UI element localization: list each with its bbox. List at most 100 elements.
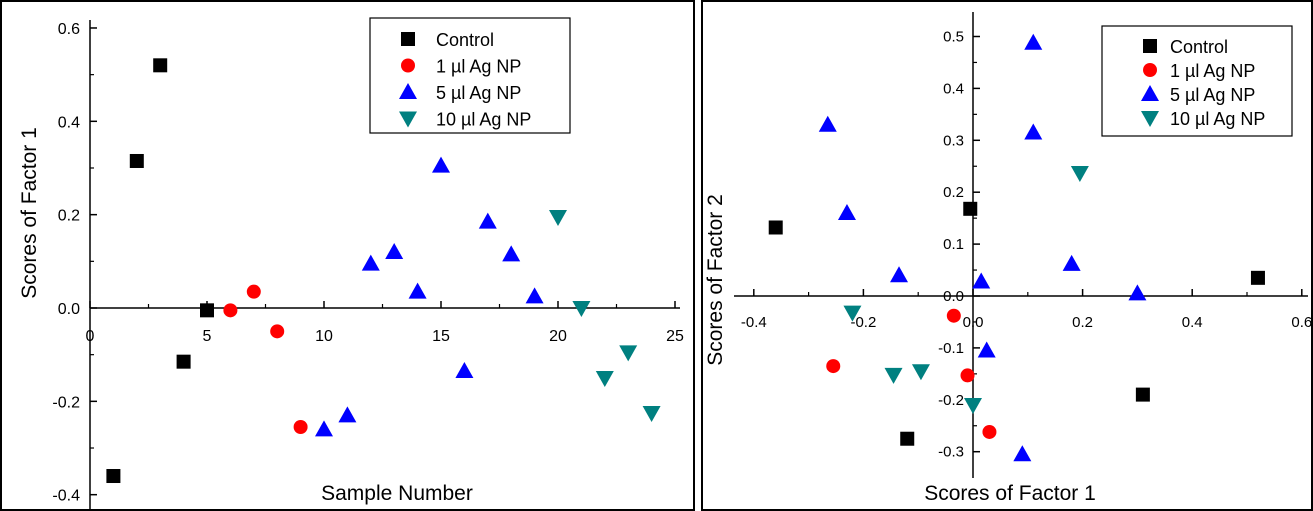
chart0-x-tick-label: 0 xyxy=(86,328,95,345)
chart1-legend-label: 5 µl Ag NP xyxy=(1170,85,1255,105)
chart1-point xyxy=(884,367,903,384)
chart1-series-0 xyxy=(768,201,1265,446)
chart1-y-tick-label: 0.1 xyxy=(943,236,964,253)
chart0-y-tick-label: 0.0 xyxy=(58,301,80,318)
chart0-x-tick-label: 25 xyxy=(666,328,684,345)
chart1-series-3 xyxy=(843,165,1089,414)
chart0-series-0 xyxy=(106,58,214,484)
chart1-point xyxy=(946,308,961,323)
chart1-point xyxy=(911,364,930,381)
chart0-point xyxy=(525,287,544,304)
chart0-legend-label: 10 µl Ag NP xyxy=(436,110,531,130)
chart1-y-tick-label: 0.2 xyxy=(943,184,964,201)
chart1-y-tick-label: -0.1 xyxy=(938,340,964,357)
chart0-point xyxy=(432,156,450,173)
chart0-y-tick-label: 0.2 xyxy=(58,208,80,225)
chart0-point xyxy=(338,406,357,423)
chart1-point xyxy=(1250,270,1265,285)
chart1-x-tick-label: 0.4 xyxy=(1182,314,1203,331)
chart1-point xyxy=(768,220,783,235)
chart1-y-tick-label: -0.2 xyxy=(938,392,964,409)
chart0-legend-label: Control xyxy=(436,30,494,50)
chart1-y-tick-label: 0.3 xyxy=(943,132,964,149)
chart0-x-tick-label: 15 xyxy=(432,328,450,345)
chart1-y-tick-label: -0.3 xyxy=(938,444,964,461)
chart1-point xyxy=(963,201,978,216)
chart0-series-3 xyxy=(549,209,661,423)
chart1-legend-marker xyxy=(1141,85,1159,101)
chart1-point xyxy=(900,431,915,446)
chart1-x-tick-label: 0.2 xyxy=(1072,314,1093,331)
chart0-point xyxy=(176,354,191,369)
chart1-x-tick-label: -0.2 xyxy=(850,314,876,331)
chart0-x-axis-label: Sample Number xyxy=(321,482,473,505)
chart0-point xyxy=(502,245,521,262)
chart1-y-axis-label: Scores of Factor 2 xyxy=(704,194,727,366)
chart1-legend: Control 1 µl Ag NP 5 µl Ag NP 10 µl Ag NP xyxy=(1101,25,1293,137)
chart0-point xyxy=(223,303,238,318)
factor2-vs-factor1-chart: Scores of Factor 1 Scores of Factor 2 -0… xyxy=(704,12,1312,505)
chart1-legend-box xyxy=(1101,25,1293,137)
chart1-point xyxy=(1070,165,1089,182)
right-panel-frame xyxy=(701,0,1313,511)
chart0-y-tick-label: 0.4 xyxy=(58,114,80,131)
chart0-y-tick-label: -0.4 xyxy=(52,488,80,505)
chart1-point xyxy=(1013,445,1032,462)
factor1-vs-sample-chart: Sample Number Scores of Factor 1 0 5 10 15 2… xyxy=(18,17,684,511)
chart0-x-tick-label: 5 xyxy=(203,328,212,345)
chart0-point xyxy=(619,345,638,362)
chart1-y-tick-label: 0.0 xyxy=(943,288,964,305)
chart1-legend-marker xyxy=(1143,63,1157,77)
chart1-x-tick-label: 0.6 xyxy=(1291,314,1312,331)
chart0-point xyxy=(270,324,285,339)
chart0-legend-marker xyxy=(401,58,415,73)
chart0-point xyxy=(153,58,168,73)
chart0-point xyxy=(642,406,661,423)
chart0-y-axis-label: Scores of Factor 1 xyxy=(18,127,41,299)
chart1-point xyxy=(960,368,975,383)
chart0-point xyxy=(293,420,308,435)
chart0-point xyxy=(106,469,121,484)
chart1-legend-label: Control xyxy=(1170,37,1228,57)
chart1-point xyxy=(977,341,996,358)
chart1-point xyxy=(1062,254,1081,271)
chart0-point xyxy=(200,303,214,318)
chart1-point xyxy=(837,203,856,220)
chart0-point xyxy=(455,362,474,379)
chart1-point xyxy=(818,115,837,132)
chart1-legend-label: 1 µl Ag NP xyxy=(1170,61,1255,81)
chart1-x-tick-label: -0.4 xyxy=(741,314,767,331)
chart0-point xyxy=(361,254,380,271)
chart0-legend: Control 1 µl Ag NP 5 µl Ag NP 10 µl Ag NP xyxy=(369,17,571,134)
chart1-legend-marker xyxy=(1143,39,1157,53)
chart1-point xyxy=(843,305,862,322)
chart0-point xyxy=(549,209,567,226)
chart1-point xyxy=(972,272,991,289)
chart1-legend-label: 10 µl Ag NP xyxy=(1170,109,1265,129)
chart1-legend-marker xyxy=(1141,111,1159,127)
chart0-y-tick-label: -0.2 xyxy=(52,394,80,411)
chart0-legend-marker xyxy=(401,32,415,46)
chart0-series-1 xyxy=(223,284,308,435)
chart0-point xyxy=(478,212,497,229)
chart0-point xyxy=(129,153,144,168)
chart1-point xyxy=(826,359,841,374)
chart1-x-axis-label: Scores of Factor 1 xyxy=(924,482,1096,505)
chart1-point xyxy=(964,397,982,414)
left-panel-frame xyxy=(0,0,695,511)
chart1-point xyxy=(1128,284,1147,301)
chart0-legend-label: 1 µl Ag NP xyxy=(436,57,521,77)
chart0-x-tick-label: 20 xyxy=(549,328,567,345)
chart1-point xyxy=(1024,123,1043,140)
chart1-point xyxy=(982,424,997,439)
chart1-y-tick-label: 0.5 xyxy=(943,29,964,46)
chart0-legend-label: 5 µl Ag NP xyxy=(436,83,521,103)
chart0-point xyxy=(246,284,261,299)
chart0-legend-marker xyxy=(399,111,417,128)
chart0-point xyxy=(385,242,404,259)
chart1-series-1 xyxy=(826,308,997,439)
chart0-point xyxy=(572,301,591,317)
chart0-legend-marker xyxy=(399,83,417,99)
chart0-x-tick-label: 10 xyxy=(315,328,333,345)
